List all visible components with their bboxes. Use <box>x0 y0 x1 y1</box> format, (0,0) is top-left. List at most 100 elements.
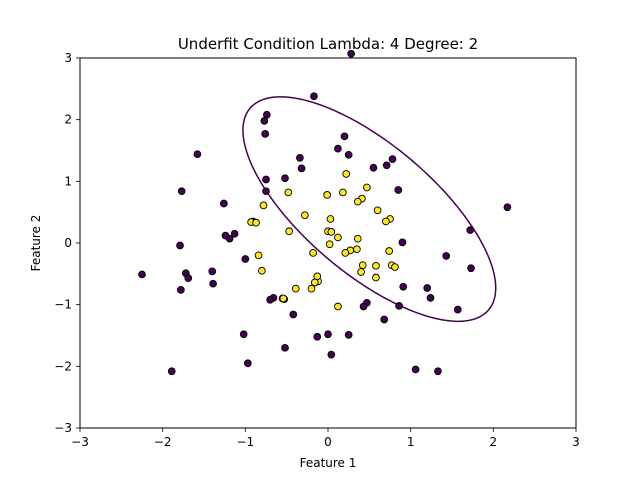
data-point-class-1 <box>373 206 382 215</box>
data-point-class-0 <box>193 150 202 159</box>
data-point-class-1 <box>291 284 300 293</box>
data-point-class-0 <box>503 203 512 212</box>
data-point-class-1 <box>327 228 336 236</box>
x-tick-label: −1 <box>236 435 254 449</box>
data-point-class-0 <box>296 154 304 162</box>
data-point-class-0 <box>388 155 397 163</box>
y-tick-label: −1 <box>54 298 72 312</box>
x-tick-label: −2 <box>154 435 172 449</box>
data-point-class-0 <box>313 332 322 341</box>
data-point-class-1 <box>353 197 362 206</box>
data-point-class-1 <box>353 245 361 254</box>
data-point-class-0 <box>369 163 378 172</box>
data-point-class-1 <box>391 263 399 271</box>
y-axis-ticks: −3 −2 −1 0 1 2 3 <box>54 51 80 435</box>
y-tick-label: 3 <box>64 51 72 65</box>
x-tick-label: −3 <box>71 435 89 449</box>
x-tick-label: 3 <box>572 435 580 449</box>
y-tick-label: 0 <box>64 236 72 250</box>
data-point-class-1 <box>252 218 260 227</box>
data-point-class-0 <box>344 150 353 159</box>
data-points <box>138 49 512 376</box>
data-point-class-0 <box>310 92 318 101</box>
data-point-class-0 <box>398 238 407 247</box>
data-point-class-0 <box>261 130 270 138</box>
data-point-class-0 <box>208 267 217 276</box>
data-point-class-0 <box>395 302 403 310</box>
x-tick-label: 1 <box>407 435 415 449</box>
data-point-class-0 <box>262 187 270 196</box>
data-point-class-0 <box>380 315 389 324</box>
data-point-class-0 <box>466 226 475 234</box>
data-point-class-0 <box>344 331 353 339</box>
data-point-class-1 <box>341 249 350 257</box>
data-point-class-0 <box>176 241 184 250</box>
data-point-class-1 <box>334 302 342 311</box>
data-point-class-0 <box>382 161 391 170</box>
data-point-class-1 <box>254 251 263 260</box>
data-point-class-1 <box>284 188 293 197</box>
data-point-class-1 <box>310 278 319 287</box>
data-point-class-0 <box>347 49 356 58</box>
y-axis-label: Feature 2 <box>29 215 43 272</box>
data-point-class-0 <box>434 367 442 376</box>
data-point-class-1 <box>382 217 390 226</box>
data-point-class-1 <box>279 294 288 303</box>
chart-title: Underfit Condition Lambda: 4 Degree: 2 <box>178 35 478 53</box>
data-point-class-0 <box>219 199 228 208</box>
data-point-class-0 <box>394 186 403 194</box>
data-point-class-1 <box>385 247 394 255</box>
data-point-class-0 <box>138 270 146 279</box>
data-point-class-0 <box>426 294 435 302</box>
decision-boundary-layer <box>242 96 497 323</box>
data-point-class-1 <box>301 211 309 220</box>
data-point-class-0 <box>266 295 274 304</box>
data-point-class-0 <box>340 132 349 141</box>
data-point-class-0 <box>167 367 176 376</box>
x-axis-ticks: −3 −2 −1 0 1 2 3 <box>71 428 580 449</box>
data-point-class-1 <box>326 215 335 223</box>
data-point-class-0 <box>453 305 462 314</box>
data-point-class-1 <box>325 240 334 249</box>
data-point-class-0 <box>442 252 451 260</box>
data-point-class-1 <box>334 233 342 242</box>
data-point-class-1 <box>372 273 380 282</box>
data-point-class-0 <box>177 187 186 196</box>
data-point-class-0 <box>177 286 185 294</box>
data-point-class-0 <box>411 365 420 374</box>
data-point-class-0 <box>281 174 289 183</box>
data-point-class-1 <box>363 183 371 192</box>
data-point-class-1 <box>339 188 347 197</box>
y-tick-label: −2 <box>54 359 72 373</box>
data-point-class-0 <box>225 234 234 243</box>
data-point-class-1 <box>357 268 365 276</box>
data-point-class-0 <box>184 274 193 283</box>
data-point-class-0 <box>243 359 252 368</box>
x-tick-label: 0 <box>324 435 332 449</box>
data-point-class-1 <box>323 191 332 199</box>
data-point-class-0 <box>467 264 475 273</box>
data-point-class-0 <box>262 175 270 184</box>
data-point-class-1 <box>372 261 380 270</box>
data-point-class-0 <box>260 117 269 125</box>
data-point-class-0 <box>281 343 289 352</box>
data-point-class-0 <box>324 330 332 339</box>
data-point-class-1 <box>307 284 316 293</box>
data-point-class-1 <box>353 234 362 243</box>
data-point-class-0 <box>289 310 298 319</box>
y-tick-label: −3 <box>54 421 72 435</box>
data-point-class-0 <box>230 229 239 238</box>
data-point-class-1 <box>309 249 317 257</box>
data-point-class-0 <box>239 330 248 339</box>
data-point-class-1 <box>285 227 294 236</box>
data-point-class-0 <box>399 282 408 291</box>
y-tick-label: 1 <box>64 174 72 188</box>
data-point-class-0 <box>209 279 217 288</box>
data-point-class-0 <box>241 255 250 263</box>
data-point-class-0 <box>334 144 342 153</box>
data-point-class-0 <box>423 284 432 292</box>
x-tick-label: 2 <box>490 435 498 449</box>
data-point-class-0 <box>297 164 306 173</box>
data-point-class-1 <box>259 201 268 210</box>
